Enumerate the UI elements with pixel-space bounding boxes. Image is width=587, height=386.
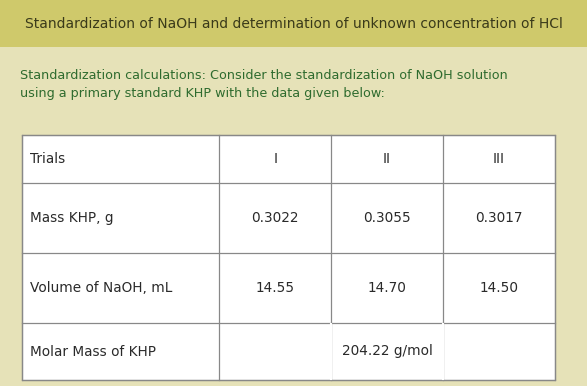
Text: Mass KHP, g: Mass KHP, g — [30, 211, 113, 225]
Text: Standardization of NaOH and determination of unknown concentration of HCl: Standardization of NaOH and determinatio… — [25, 17, 562, 30]
Text: Trials: Trials — [30, 152, 65, 166]
Text: II: II — [383, 152, 391, 166]
Text: 14.55: 14.55 — [255, 281, 295, 295]
Text: 0.3055: 0.3055 — [363, 211, 411, 225]
Text: 14.50: 14.50 — [480, 281, 518, 295]
Text: 0.3017: 0.3017 — [475, 211, 523, 225]
Text: 0.3022: 0.3022 — [251, 211, 299, 225]
Text: III: III — [493, 152, 505, 166]
Bar — [0, 0, 587, 47]
Text: Molar Mass of KHP: Molar Mass of KHP — [30, 344, 156, 359]
Bar — [22, 135, 555, 380]
Text: I: I — [273, 152, 277, 166]
Text: 14.70: 14.70 — [367, 281, 407, 295]
Text: using a primary standard KHP with the data given below:: using a primary standard KHP with the da… — [20, 87, 385, 100]
Text: Volume of NaOH, mL: Volume of NaOH, mL — [30, 281, 173, 295]
Text: 204.22 g/mol: 204.22 g/mol — [342, 344, 433, 359]
Text: Standardization calculations: Consider the standardization of NaOH solution: Standardization calculations: Consider t… — [20, 69, 508, 82]
